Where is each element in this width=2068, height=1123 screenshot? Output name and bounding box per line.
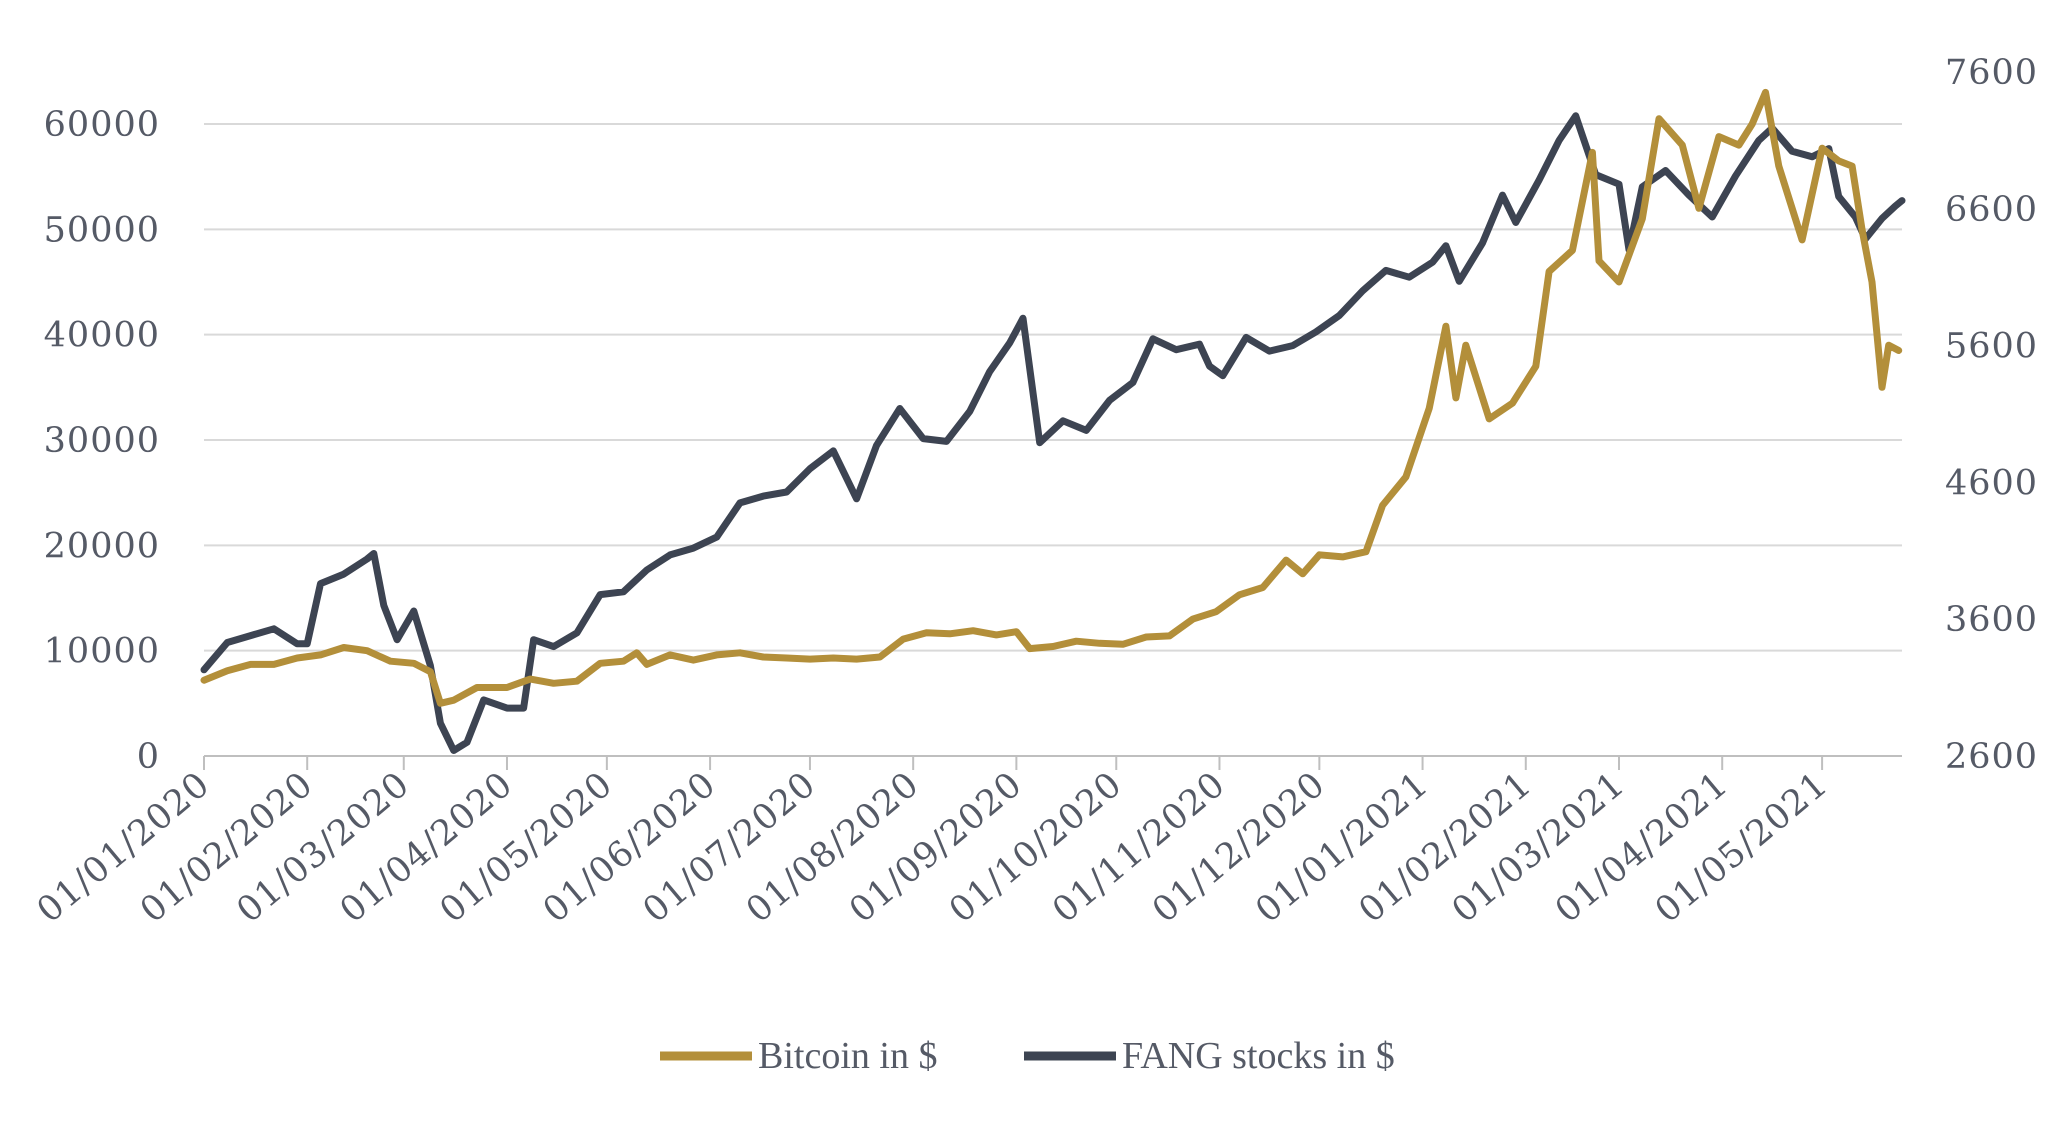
x-tick-label: 01/10/2020 [942,764,1130,931]
series-line-bitcoin [200,88,1903,707]
x-tick-label: 01/05/2020 [433,764,621,931]
left-y-tick-label: 30000 [44,421,160,461]
right-y-tick-label: 3600 [1945,600,2038,640]
x-axis [203,755,1902,770]
left-y-tick-label: 60000 [44,105,160,145]
x-tick-label: 01/05/2021 [1648,764,1836,931]
right-y-tick-label: 7600 [1945,53,2038,93]
right-y-axis: 2600 3600 4600 5600 6600 7600 [1945,53,2038,777]
left-y-tick-label: 10000 [44,632,160,672]
left-y-tick-label: 50000 [44,210,160,250]
series-line-fang [200,112,1906,754]
x-tick-label: 01/07/2020 [636,764,824,931]
x-tick-label: 01/01/2020 [30,764,218,931]
x-axis-tick-labels: 01/01/202001/02/202001/03/202001/04/2020… [30,764,1836,931]
legend: Bitcoin in $ FANG stocks in $ [660,1035,1395,1077]
left-y-axis: 0 10000 20000 30000 40000 50000 60000 [44,105,160,777]
right-y-tick-label: 2600 [1945,737,2038,777]
left-y-tick-label: 20000 [44,526,160,566]
right-y-tick-label: 4600 [1945,463,2038,503]
left-y-tick-label: 0 [137,737,160,777]
x-tick-label: 01/12/2020 [1145,764,1333,931]
right-y-tick-label: 6600 [1945,190,2038,230]
gridlines [204,123,1902,652]
left-y-tick-label: 40000 [44,316,160,356]
right-y-tick-label: 5600 [1945,327,2038,367]
series-lines [200,88,1906,754]
legend-label-bitcoin: Bitcoin in $ [758,1035,937,1077]
legend-label-fang: FANG stocks in $ [1122,1035,1395,1077]
